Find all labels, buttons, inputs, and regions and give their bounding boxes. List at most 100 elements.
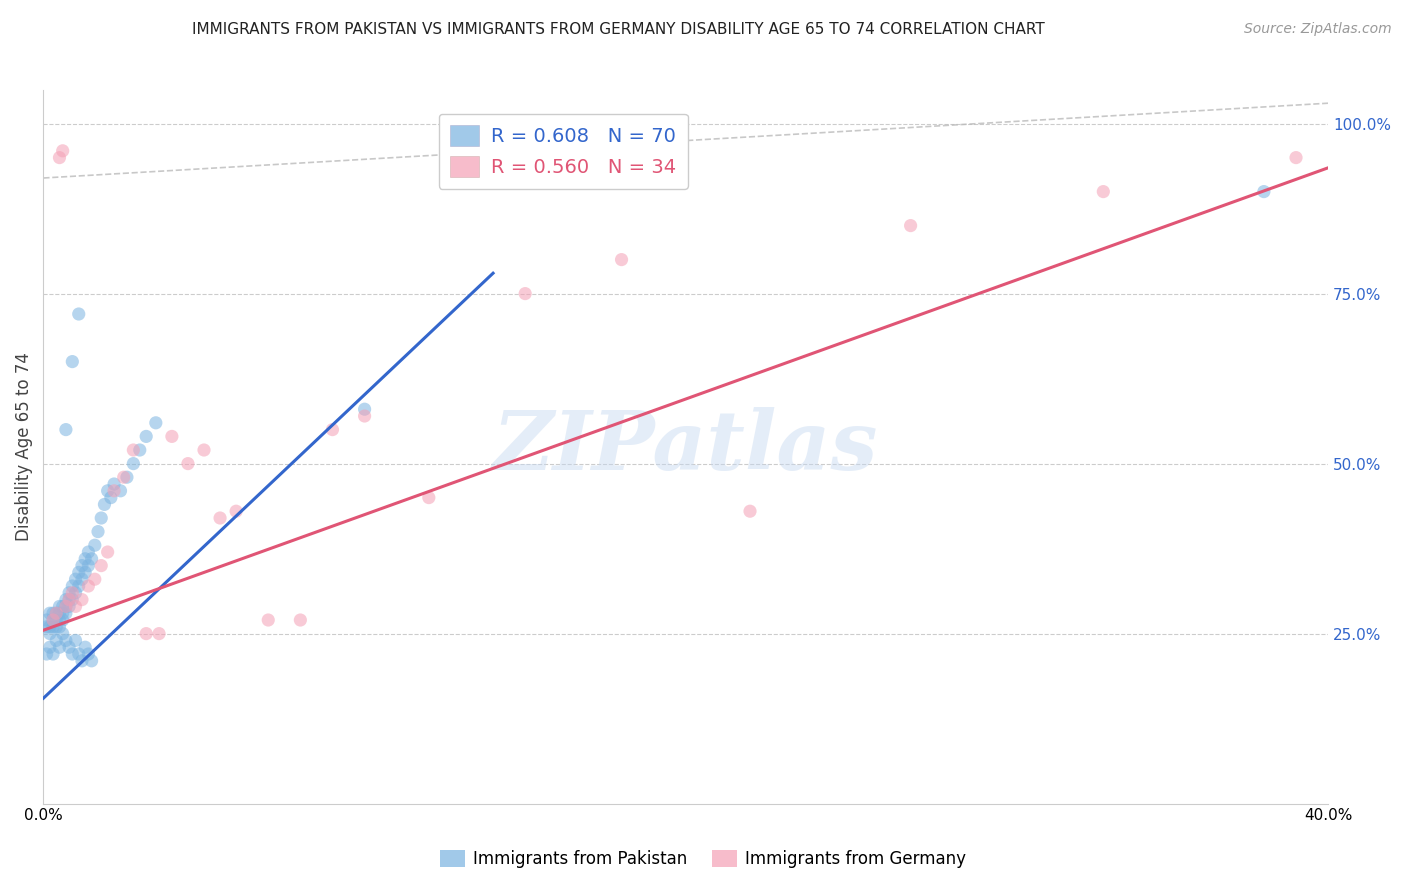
Point [115, 470, 138, 484]
Point [48, 599, 70, 614]
Point [135, 429, 157, 443]
Point [52, 606, 75, 620]
Point [55, 599, 77, 614]
Point [1285, 151, 1308, 165]
Point [58, 592, 80, 607]
Point [58, 640, 80, 655]
Point [55, 606, 77, 620]
Point [70, 592, 93, 607]
Point [122, 457, 145, 471]
Point [60, 647, 83, 661]
Point [42, 613, 65, 627]
Point [77, 647, 100, 661]
Point [515, 286, 537, 301]
Point [52, 144, 75, 158]
Point [38, 620, 60, 634]
Point [75, 566, 97, 580]
Point [45, 606, 67, 620]
Point [70, 572, 93, 586]
Point [77, 558, 100, 573]
Point [45, 633, 67, 648]
Point [353, 402, 375, 417]
Point [257, 613, 280, 627]
Point [55, 423, 77, 437]
Point [45, 606, 67, 620]
Point [45, 613, 67, 627]
Point [48, 640, 70, 655]
Point [122, 442, 145, 457]
Point [67, 307, 90, 321]
Point [1092, 185, 1115, 199]
Point [35, 647, 58, 661]
Point [83, 538, 105, 552]
Point [75, 551, 97, 566]
Point [38, 626, 60, 640]
Point [103, 483, 125, 498]
Point [103, 477, 125, 491]
Point [48, 620, 70, 634]
Point [97, 545, 120, 559]
Point [110, 483, 132, 498]
Point [225, 504, 247, 518]
Point [90, 558, 112, 573]
Point [35, 613, 58, 627]
Point [128, 442, 150, 457]
Point [58, 599, 80, 614]
Point [67, 566, 90, 580]
Point [148, 626, 170, 640]
Point [135, 626, 157, 640]
Point [60, 579, 83, 593]
Point [45, 620, 67, 634]
Point [52, 613, 75, 627]
Point [70, 654, 93, 668]
Point [321, 423, 343, 437]
Point [42, 613, 65, 627]
Point [77, 545, 100, 559]
Point [80, 654, 103, 668]
Point [52, 599, 75, 614]
Point [610, 252, 633, 267]
Point [1253, 185, 1275, 199]
Y-axis label: Disability Age 65 to 74: Disability Age 65 to 74 [15, 352, 32, 541]
Point [353, 409, 375, 423]
Point [42, 606, 65, 620]
Point [60, 592, 83, 607]
Point [48, 613, 70, 627]
Point [290, 613, 312, 627]
Point [67, 579, 90, 593]
Point [160, 429, 183, 443]
Point [55, 599, 77, 614]
Point [65, 599, 87, 614]
Text: Source: ZipAtlas.com: Source: ZipAtlas.com [1244, 22, 1392, 37]
Point [738, 504, 761, 518]
Point [55, 592, 77, 607]
Point [42, 620, 65, 634]
Point [52, 626, 75, 640]
Text: ZIPatlas: ZIPatlas [494, 407, 879, 487]
Point [77, 579, 100, 593]
Point [112, 470, 135, 484]
Point [83, 572, 105, 586]
Point [60, 586, 83, 600]
Point [65, 633, 87, 648]
Point [55, 633, 77, 648]
Point [100, 491, 122, 505]
Point [35, 620, 58, 634]
Point [87, 524, 110, 539]
Point [80, 551, 103, 566]
Point [70, 558, 93, 573]
Point [93, 497, 115, 511]
Point [65, 572, 87, 586]
Point [193, 442, 215, 457]
Text: IMMIGRANTS FROM PAKISTAN VS IMMIGRANTS FROM GERMANY DISABILITY AGE 65 TO 74 CORR: IMMIGRANTS FROM PAKISTAN VS IMMIGRANTS F… [193, 22, 1045, 37]
Point [209, 511, 232, 525]
Point [48, 151, 70, 165]
Point [90, 511, 112, 525]
Legend: R = 0.608   N = 70, R = 0.560   N = 34: R = 0.608 N = 70, R = 0.560 N = 34 [439, 113, 688, 189]
Point [145, 416, 167, 430]
Point [97, 483, 120, 498]
Point [58, 586, 80, 600]
Point [60, 354, 83, 368]
Point [42, 647, 65, 661]
Point [418, 491, 440, 505]
